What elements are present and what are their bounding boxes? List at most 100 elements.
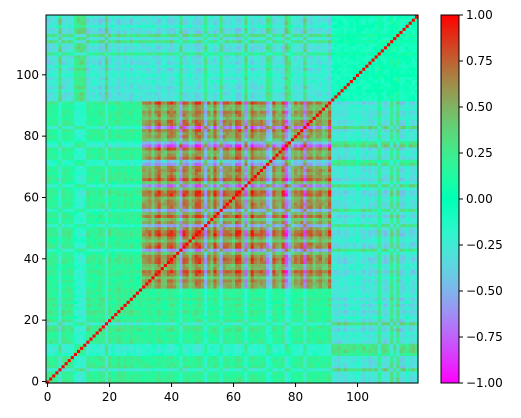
heatmap-cell	[387, 373, 391, 378]
heatmap-cell	[343, 361, 348, 366]
heatmap-cell	[263, 343, 267, 347]
heatmap-cell	[405, 370, 410, 375]
heatmap-cell	[197, 324, 202, 329]
heatmap-cell	[275, 343, 280, 347]
heatmap-cell	[396, 355, 400, 360]
heatmap-cell	[228, 327, 233, 332]
heatmap-cell	[250, 376, 255, 381]
heatmap-cell	[160, 343, 165, 347]
heatmap-cell	[61, 373, 66, 378]
heatmap-cell	[216, 343, 221, 347]
heatmap-cell	[179, 315, 183, 320]
heatmap-cell	[80, 312, 84, 317]
heatmap-cell	[294, 379, 298, 384]
heatmap-cell	[402, 361, 407, 366]
heatmap-cell	[142, 364, 146, 369]
heatmap-cell	[64, 370, 69, 375]
heatmap-cell	[108, 315, 112, 320]
heatmap-cell	[148, 379, 152, 384]
heatmap-cell	[86, 324, 90, 329]
heatmap-cell	[135, 324, 140, 329]
heatmap-cell	[89, 346, 94, 350]
heatmap-cell	[52, 337, 56, 341]
heatmap-cell	[64, 330, 69, 335]
heatmap-cell	[176, 367, 180, 372]
heatmap-cell	[70, 373, 75, 378]
heatmap-cell	[390, 327, 394, 332]
heatmap-cell	[334, 361, 338, 366]
heatmap-cell	[368, 370, 373, 375]
heatmap-cell	[238, 327, 242, 332]
heatmap-cell	[399, 361, 404, 366]
heatmap-cell	[95, 343, 100, 347]
heatmap-cell	[49, 318, 53, 323]
heatmap-cell	[61, 315, 66, 320]
heatmap-cell	[216, 352, 221, 356]
heatmap-cell	[80, 361, 84, 366]
heatmap-cell	[349, 312, 354, 317]
heatmap-cell	[309, 364, 314, 369]
heatmap-cell	[204, 324, 208, 329]
heatmap-cell	[294, 355, 298, 360]
heatmap-cell	[142, 352, 146, 356]
heatmap-cell	[207, 355, 211, 360]
heatmap-cell	[126, 340, 131, 344]
heatmap-cell	[83, 358, 87, 363]
heatmap-cell	[405, 327, 410, 332]
heatmap-cell	[315, 337, 320, 341]
heatmap-cell	[306, 361, 311, 366]
heatmap-cell	[349, 337, 354, 341]
heatmap-cell	[179, 370, 183, 375]
heatmap-cell	[135, 330, 140, 335]
heatmap-cell	[139, 333, 143, 338]
heatmap-cell	[151, 337, 156, 341]
heatmap-cell	[253, 343, 258, 347]
heatmap-cell	[371, 367, 376, 372]
heatmap-cell	[328, 355, 332, 360]
heatmap-cell	[210, 340, 214, 344]
heatmap-cell	[173, 321, 177, 326]
heatmap-cell	[222, 340, 227, 344]
heatmap-cell	[275, 352, 280, 356]
heatmap-cell	[253, 373, 258, 378]
heatmap-cell	[272, 312, 276, 317]
heatmap-cell	[396, 315, 400, 320]
heatmap-cell	[194, 352, 199, 356]
heatmap-cell	[117, 327, 121, 332]
heatmap-cell	[83, 330, 87, 335]
heatmap-cell	[352, 343, 357, 347]
heatmap-cell	[201, 340, 205, 344]
heatmap-cell	[328, 324, 332, 329]
heatmap-cell	[281, 337, 286, 341]
heatmap-cell	[371, 346, 376, 350]
heatmap-cell	[154, 352, 159, 356]
heatmap-cell	[325, 367, 329, 372]
heatmap-cell	[356, 315, 360, 320]
heatmap-cell	[337, 373, 342, 378]
heatmap-cell	[315, 379, 320, 384]
heatmap-cell	[368, 337, 373, 341]
heatmap-cell	[287, 376, 292, 381]
heatmap-cell	[337, 352, 342, 356]
heatmap-cell	[207, 352, 211, 356]
heatmap-cell	[160, 370, 165, 375]
heatmap-cell	[365, 355, 369, 360]
heatmap-cell	[359, 352, 363, 356]
heatmap-cell	[89, 333, 94, 338]
heatmap-cell	[300, 318, 304, 323]
heatmap-cell	[151, 379, 156, 384]
heatmap-cell	[356, 364, 360, 369]
heatmap-cell	[98, 373, 103, 378]
heatmap-cell	[325, 379, 329, 384]
heatmap-cell	[343, 343, 348, 347]
heatmap-cell	[294, 367, 298, 372]
heatmap-cell	[325, 337, 329, 341]
heatmap-cell	[213, 361, 218, 366]
heatmap-cell	[123, 340, 128, 344]
heatmap-cell	[219, 343, 224, 347]
heatmap-cell	[331, 346, 335, 350]
heatmap-cell	[148, 312, 152, 317]
heatmap-cell	[67, 355, 72, 360]
heatmap-cell	[411, 367, 416, 372]
heatmap-cell	[278, 346, 283, 350]
